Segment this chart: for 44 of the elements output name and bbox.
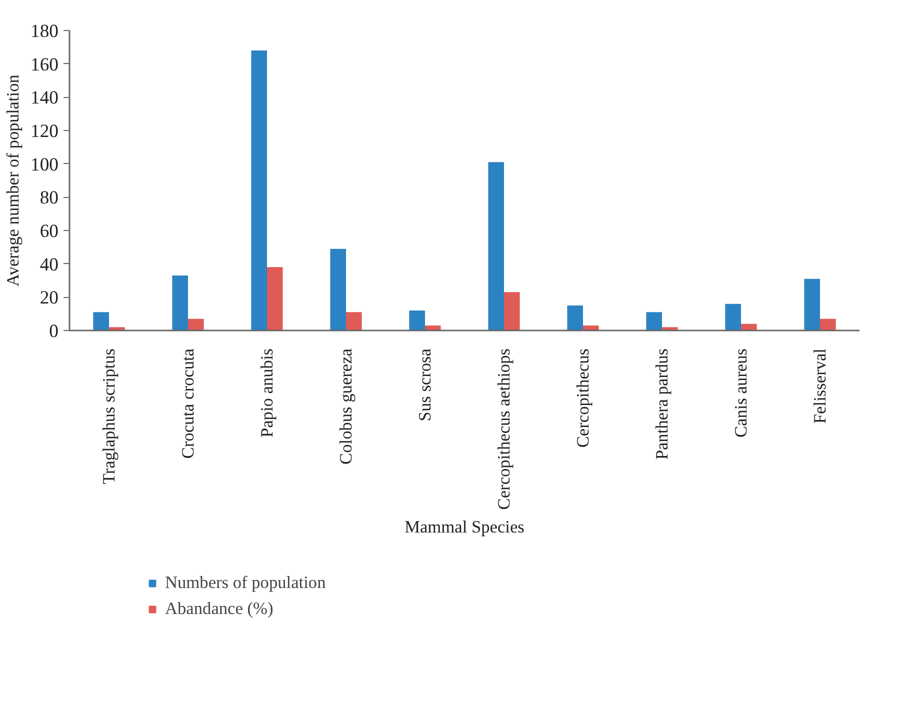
y-tick-label: 0 (49, 321, 58, 342)
y-axis-title: Average number of population (4, 74, 23, 286)
bar (172, 276, 188, 330)
bar (662, 327, 678, 330)
x-axis-title: Mammal Species (404, 518, 525, 537)
bar (504, 292, 520, 330)
bar (251, 50, 267, 330)
bar (646, 312, 662, 330)
x-tick-label: Colobus guereza (336, 348, 356, 464)
y-tick-label: 140 (30, 88, 58, 109)
x-tick-label: Felisserval (810, 348, 830, 424)
legend-label: Numbers of population (165, 573, 326, 593)
bar (409, 310, 425, 330)
bar (488, 162, 504, 330)
bar (567, 306, 583, 330)
legend-label: Abandance (%) (165, 599, 274, 619)
x-tick-label: Cercopithecus aethiops (494, 348, 514, 510)
bar (267, 267, 283, 330)
x-tick-label: Cercopithecus (574, 348, 592, 448)
y-tick-label: 120 (30, 121, 58, 142)
bar (188, 318, 204, 330)
bar (583, 326, 599, 330)
bar (741, 324, 757, 330)
bar (804, 278, 820, 330)
bar (425, 326, 441, 330)
x-tick-label: Papio anubis (258, 348, 276, 438)
y-tick-label: 100 (30, 154, 58, 176)
x-tick-label: Traglaphus scriptus (100, 348, 118, 484)
bar (820, 318, 836, 330)
y-tick-label: 20 (40, 288, 58, 309)
bar (93, 312, 109, 330)
x-tick-label: Panthera pardus (652, 348, 672, 460)
x-tick-label: Canis aureus (732, 348, 750, 438)
y-tick-label: 160 (30, 54, 58, 76)
y-tick-label: 80 (40, 188, 58, 209)
y-tick-label: 60 (40, 221, 58, 242)
y-tick-label: 40 (40, 254, 58, 276)
bar (330, 248, 346, 330)
bar (109, 327, 125, 330)
x-tick-label: Crocuta crocuta (178, 348, 198, 459)
y-tick-label: 180 (30, 21, 58, 42)
bar (346, 312, 362, 330)
x-tick-label: Sus scrosa (416, 348, 434, 422)
bar (725, 304, 741, 330)
